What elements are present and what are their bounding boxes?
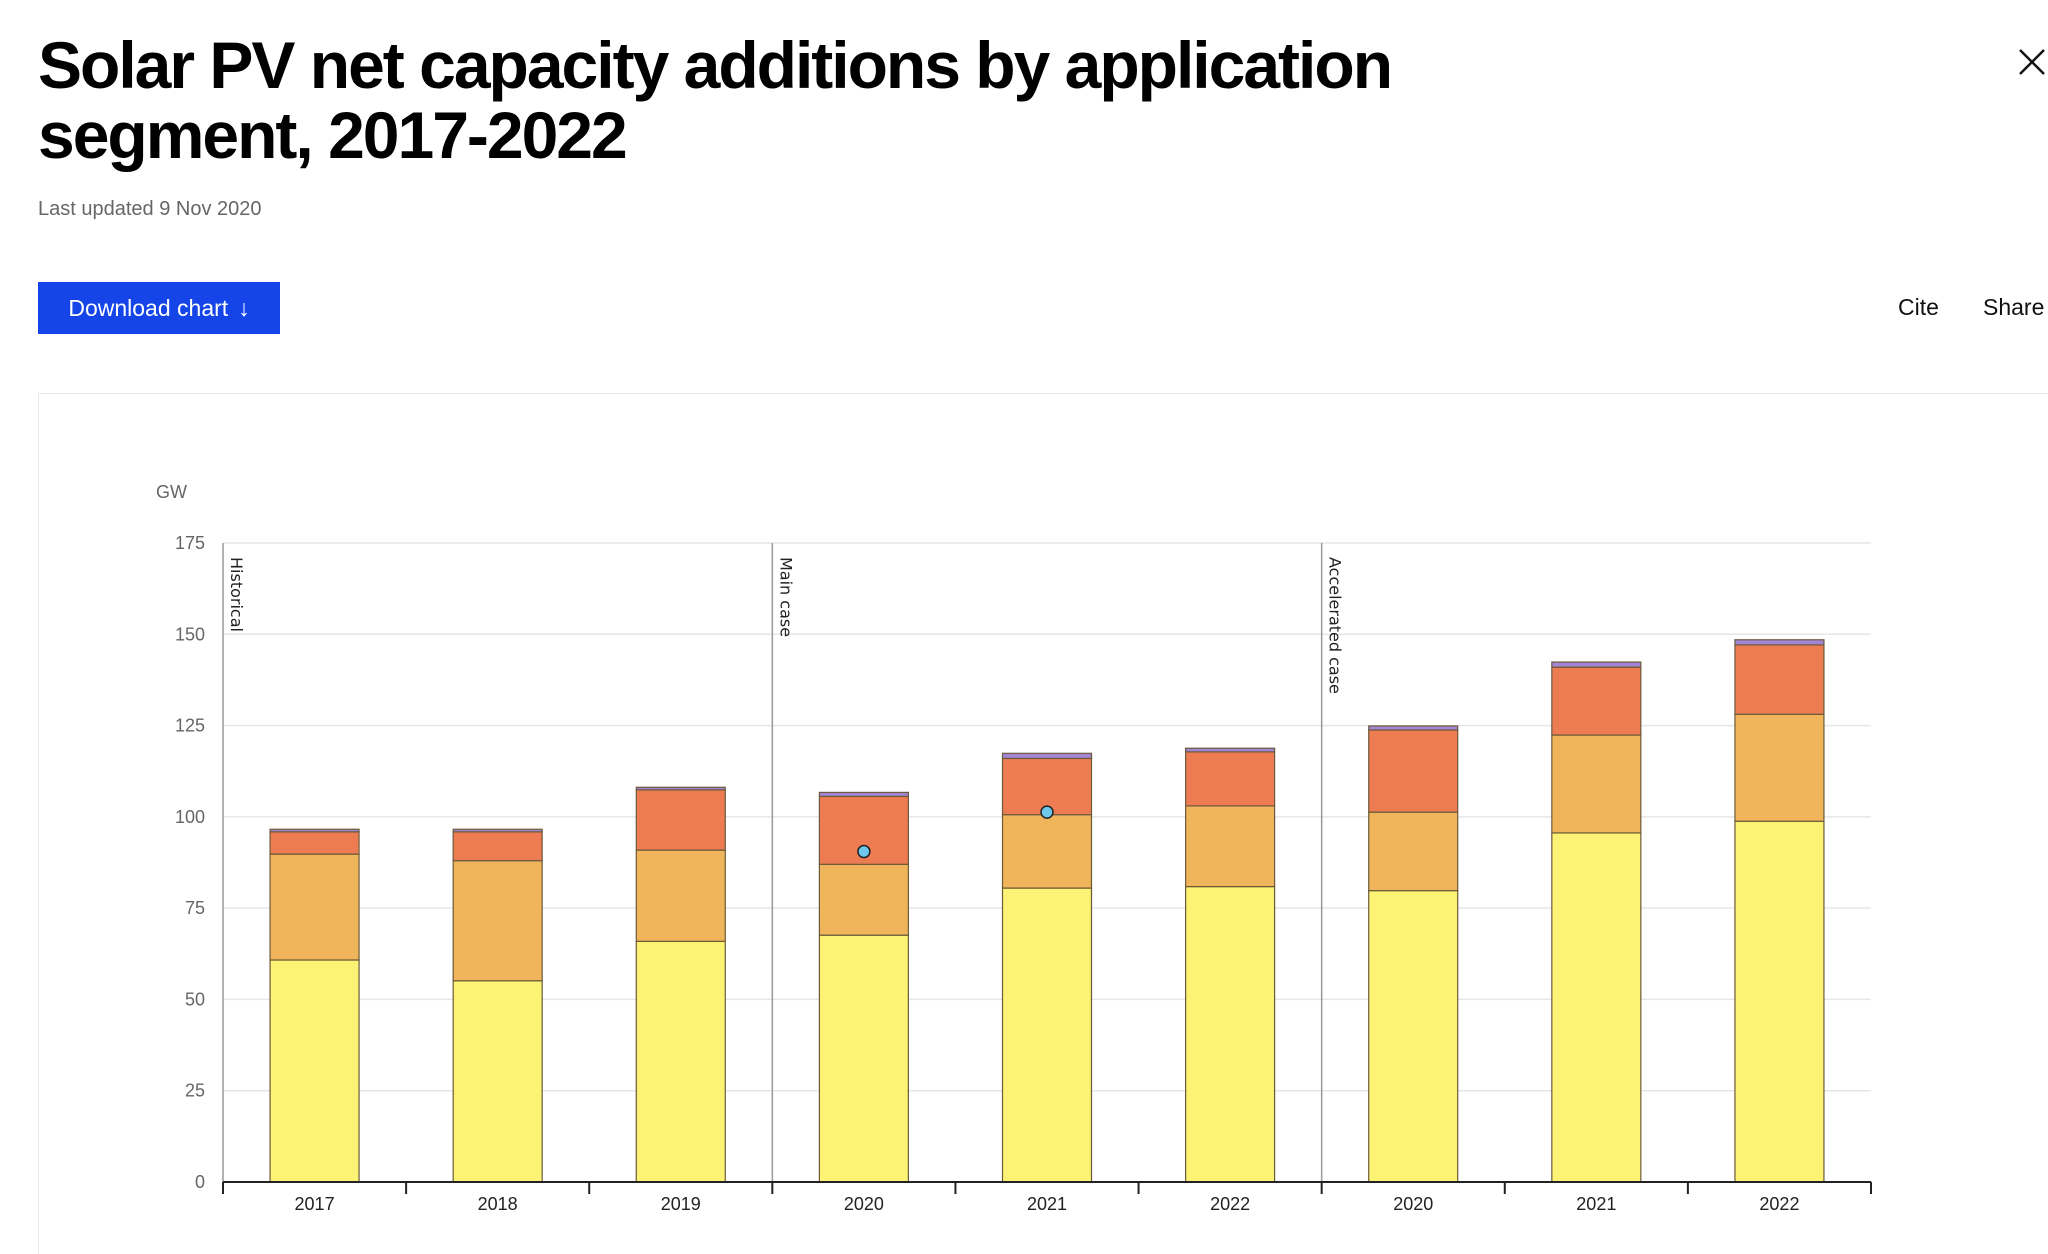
last-updated: Last updated 9 Nov 2020 [38,198,262,220]
bar-segment [1368,729,1459,813]
bar-segment [635,786,726,791]
bar-segment [1001,757,1093,816]
bar-segment [269,831,360,855]
page-title: Solar PV net capacity additions by appli… [38,28,1393,172]
bar-segment [1551,666,1642,736]
bar-segment [635,849,726,942]
bar-segment [635,940,726,1183]
bar-segment [269,828,360,833]
y-tick-label: 150 [175,624,205,644]
marker-point [857,844,871,859]
group-label: Accelerated case [1326,557,1345,694]
group-label: Historical [227,557,246,632]
y-tick-label: 75 [185,898,205,918]
bar-segment [269,853,360,961]
bar-segment [1001,814,1093,889]
bar-segment [1001,887,1093,1183]
x-tick-label: 2019 [661,1194,701,1214]
y-tick-label: 100 [175,807,205,827]
bar-segment [1734,713,1825,822]
bar-segment [1734,639,1825,646]
bar-segment [1001,752,1093,760]
x-tick-label: 2021 [1027,1194,1067,1214]
x-tick-label: 2018 [478,1194,518,1214]
bar-segment [1734,644,1825,715]
bar-segment [1185,751,1276,807]
download-label: Download chart [68,294,229,321]
bar-segment [1368,811,1459,892]
y-tick-label: 175 [175,533,205,553]
bar-segment [452,860,543,982]
bar-segment [452,831,543,862]
marker-point [1040,805,1054,819]
bar-segment [1734,820,1825,1183]
download-chart-button[interactable]: Download chart ↓ [38,282,280,334]
bar-segment [1185,805,1276,888]
group-label: Main case [776,557,795,637]
x-tick-label: 2020 [1393,1194,1433,1214]
chart-container: GW 0 25 50 75 100 125 150 175 Historical Main case… [38,393,2048,1254]
bar-segment [1185,885,1276,1183]
bar-segment [452,828,543,833]
share-link[interactable]: Share [1983,294,2045,320]
bar-segment [635,789,726,851]
y-axis-label: GW [156,482,187,502]
bar-segment [1368,890,1459,1183]
bar-segment [452,980,543,1183]
bar-segment [1551,661,1642,668]
x-tick-label: 2022 [1210,1194,1250,1214]
bar-segment [1368,725,1459,731]
y-tick-label: 25 [185,1081,205,1101]
x-tick-label: 2020 [844,1194,884,1214]
y-tick-label: 50 [185,989,205,1009]
x-tick-label: 2017 [295,1194,335,1214]
stacked-bar-chart: GW 0 25 50 75 100 125 150 175 Historical Main case… [156,482,1872,1214]
y-tick-label: 0 [195,1172,205,1192]
x-tick-label: 2022 [1759,1194,1799,1214]
arrow-down-icon: ↓ [238,294,250,321]
bar-segment [1551,734,1642,834]
bar-segment [818,791,909,798]
bar-segment [818,934,909,1183]
x-tick-label: 2021 [1576,1194,1616,1214]
bar-segment [1551,832,1642,1183]
cite-link[interactable]: Cite [1898,294,1939,320]
y-tick-label: 125 [175,716,205,736]
close-icon[interactable] [2018,48,2046,76]
bar-segment [269,959,360,1183]
bar-segment [818,863,909,936]
bar-segment [1185,747,1276,753]
